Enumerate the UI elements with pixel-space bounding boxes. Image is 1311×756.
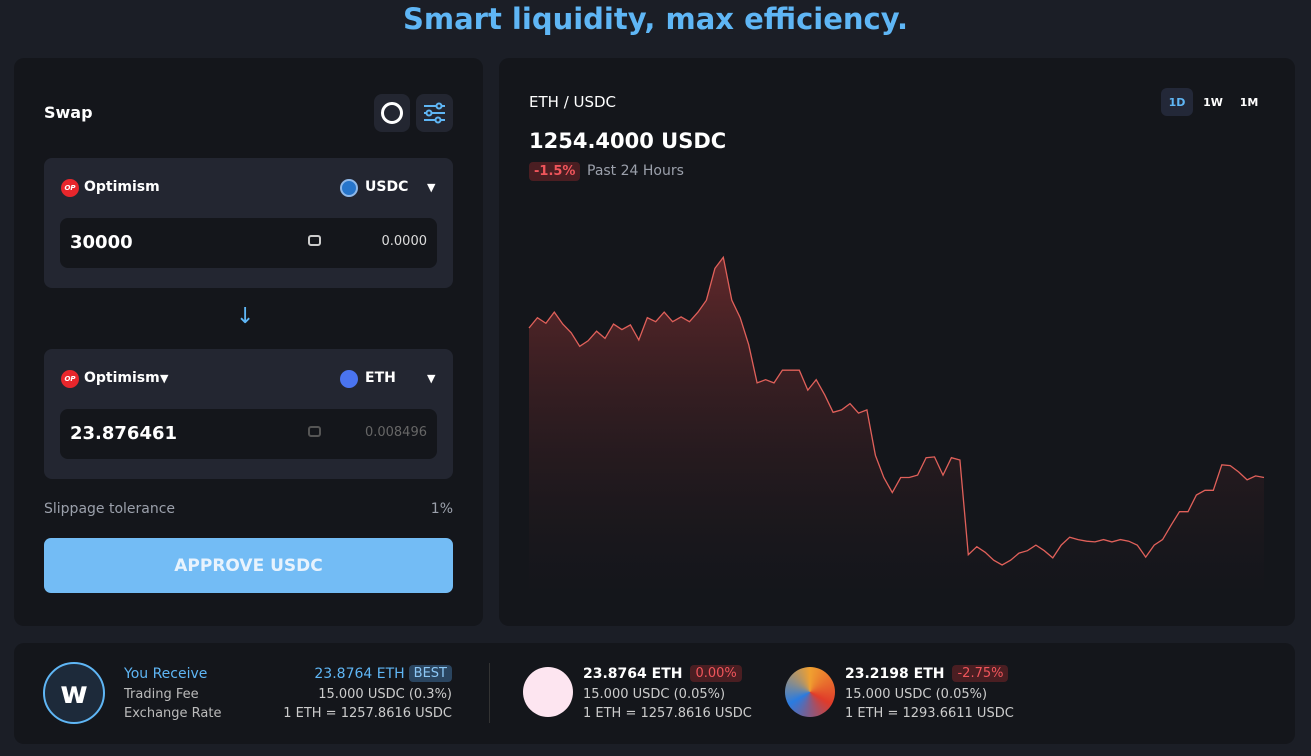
headline: Smart liquidity, max efficiency. <box>403 2 908 36</box>
chart <box>528 255 1265 600</box>
wallet-icon <box>308 426 321 437</box>
uniswap-logo <box>523 667 573 717</box>
quote-change: -2.75% <box>952 665 1009 682</box>
refresh-button[interactable] <box>374 94 410 132</box>
fee: 15.000 USDC (0.3%) <box>318 687 452 702</box>
line <box>528 255 1265 566</box>
amount-output: 23.876461 0.008496 <box>60 409 437 459</box>
network-select[interactable]: Optimism <box>84 370 160 386</box>
refresh-icon <box>381 102 403 124</box>
swap-card: Swap OP Optimism USDC ▼ 30000 0.0000 ↓ O… <box>14 58 483 626</box>
best-amount: 23.8764 ETH <box>314 665 405 682</box>
best-badge: BEST <box>408 665 452 682</box>
rate-label: Exchange Rate <box>124 706 222 721</box>
dropdown-arrow[interactable]: ▼ <box>427 372 436 385</box>
timeframe-button[interactable]: 1D <box>1161 88 1193 116</box>
quote-rate: 1 ETH = 1293.6611 USDC <box>845 706 1014 721</box>
balance: 0.008496 <box>364 425 427 440</box>
area <box>529 257 1264 600</box>
price: 1254.4000 USDC <box>529 129 727 153</box>
best-label: You Receive <box>124 666 208 682</box>
wido-logo: w <box>43 662 105 724</box>
rate: 1 ETH = 1257.8616 USDC <box>283 706 452 721</box>
quote-amount-row: 23.8764 ETH 0.00% <box>583 665 742 682</box>
pair: ETH / USDC <box>529 93 617 111</box>
network-icon: OP <box>61 179 79 197</box>
token-select[interactable]: USDC <box>365 179 409 195</box>
quote-fee: 15.000 USDC (0.05%) <box>845 687 988 702</box>
token-select[interactable]: ETH <box>365 370 396 386</box>
quotes-card: w You Receive Trading Fee Exchange Rate … <box>14 643 1295 744</box>
fee-label: Trading Fee <box>124 687 199 702</box>
divider <box>489 663 490 723</box>
dex-logo <box>785 667 835 717</box>
best-amount-row: 23.8764 ETH BEST <box>314 665 452 682</box>
quote-rate: 1 ETH = 1257.8616 USDC <box>583 706 752 721</box>
quote-amount: 23.2198 ETH <box>845 665 945 682</box>
network-select[interactable]: Optimism <box>84 179 160 195</box>
approve-button[interactable]: APPROVE USDC <box>44 538 453 593</box>
swap-title: Swap <box>44 103 93 122</box>
dropdown-arrow[interactable]: ▼ <box>160 372 169 385</box>
swap-direction[interactable]: ↓ <box>236 304 255 329</box>
slippage-label: Slippage tolerance <box>44 501 176 517</box>
quote-change: 0.00% <box>690 665 742 682</box>
token-icon <box>340 370 358 388</box>
dropdown-arrow[interactable]: ▼ <box>427 181 436 194</box>
to-panel: OP Optimism ▼ ETH ▼ 23.876461 0.008496 <box>44 349 453 479</box>
timeframe-button[interactable]: 1W <box>1203 95 1223 109</box>
timeframe-button[interactable]: 1M <box>1239 95 1259 109</box>
quote-amount-row: 23.2198 ETH -2.75% <box>845 665 1009 682</box>
token-icon <box>340 179 358 197</box>
price-change: -1.5% <box>529 162 581 181</box>
change-label: Past 24 Hours <box>587 163 684 179</box>
amount-input[interactable]: 30000 0.0000 <box>60 218 437 268</box>
amount: 30000 <box>70 232 133 253</box>
settings-icon <box>424 102 445 124</box>
slippage-value[interactable]: 1% <box>430 501 453 517</box>
from-panel: OP Optimism USDC ▼ 30000 0.0000 <box>44 158 453 288</box>
quote-amount: 23.8764 ETH <box>583 665 683 682</box>
wallet-icon <box>308 235 321 246</box>
amount: 23.876461 <box>70 423 178 444</box>
network-icon: OP <box>61 370 79 388</box>
timeframes: 1D 1W 1M <box>1161 88 1265 116</box>
balance: 0.0000 <box>381 234 428 249</box>
settings-button[interactable] <box>416 94 453 132</box>
quote-fee: 15.000 USDC (0.05%) <box>583 687 726 702</box>
